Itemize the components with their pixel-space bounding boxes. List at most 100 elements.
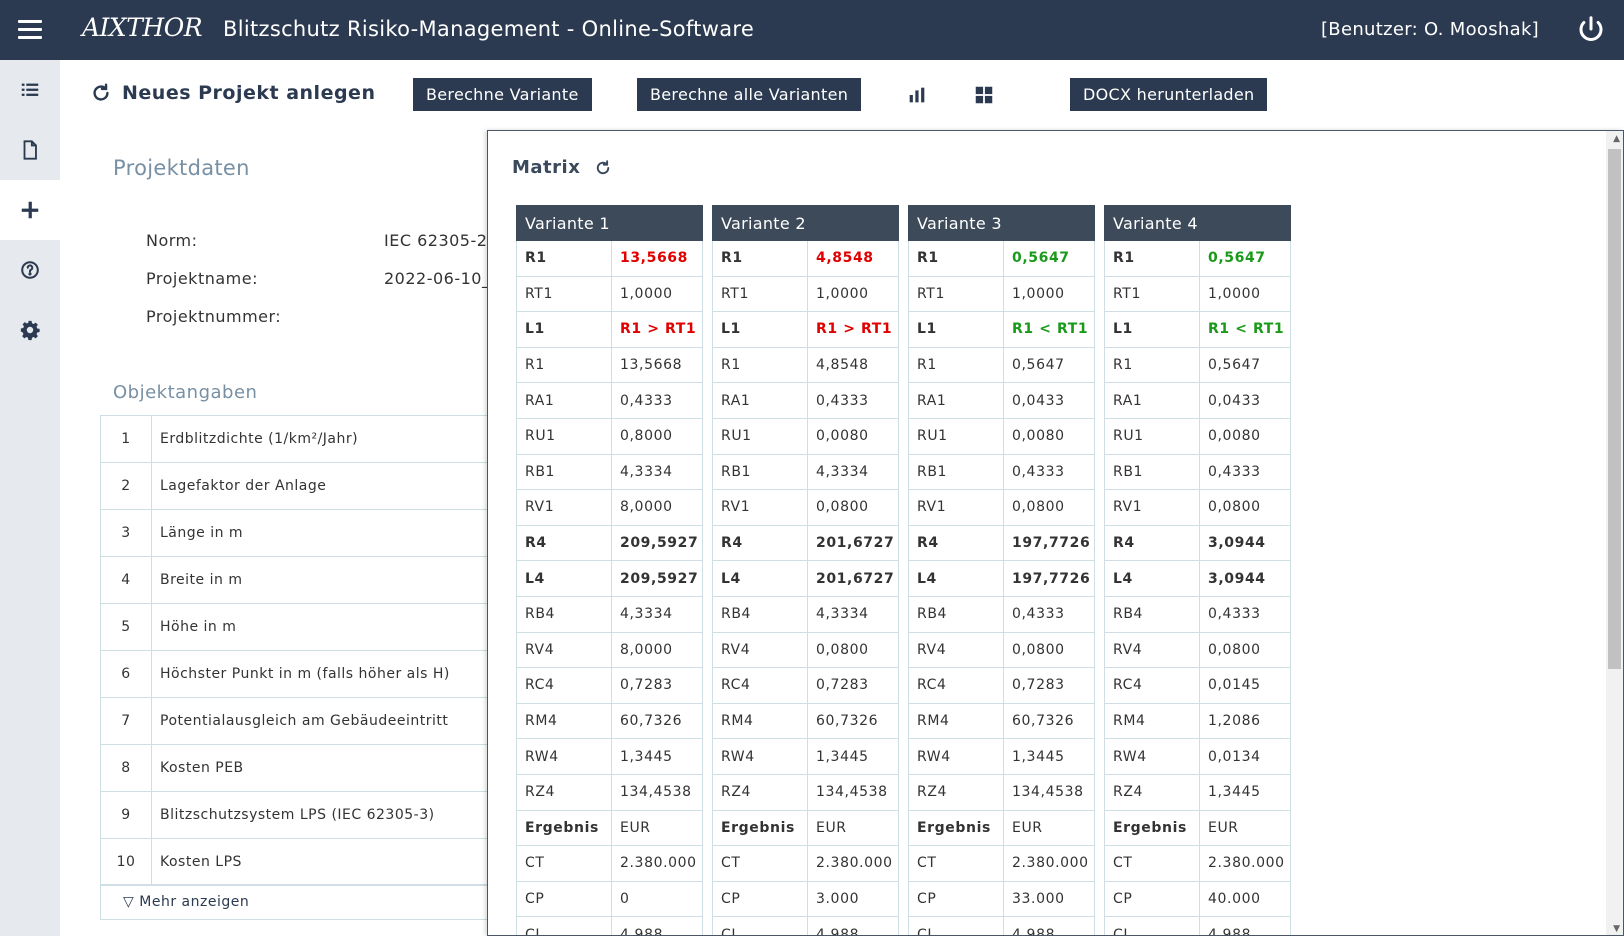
row-value: 201,6727 xyxy=(807,524,899,562)
table-row: RT1 1,0000 xyxy=(1104,275,1291,313)
row-label: Höhe in m xyxy=(151,603,490,651)
table-row[interactable]: 2 Lagefaktor der Anlage xyxy=(100,462,490,510)
row-key: RC4 xyxy=(1104,667,1200,704)
row-value: 197,7726 xyxy=(1003,524,1095,562)
row-value: 0,5647 xyxy=(1199,346,1291,384)
refresh-icon xyxy=(93,83,109,101)
row-value: 0,7283 xyxy=(1003,667,1095,704)
row-value: 0,4333 xyxy=(1199,453,1291,491)
table-row[interactable]: 3 Länge in m xyxy=(100,509,490,557)
show-more-link[interactable]: ▽ Mehr anzeigen xyxy=(100,884,490,920)
row-key: RZ4 xyxy=(1104,773,1200,811)
row-value: EUR xyxy=(807,809,899,847)
grid-icon[interactable] xyxy=(973,84,995,106)
table-row: RV4 0,0800 xyxy=(908,631,1095,669)
row-value: 4,8548 xyxy=(807,240,899,277)
rail-item-new[interactable] xyxy=(0,180,60,240)
project-name-value[interactable]: 2022-06-10_ xyxy=(384,269,491,288)
docx-download-button[interactable]: DOCX herunterladen xyxy=(1070,78,1268,111)
table-row: RA1 0,0433 xyxy=(1104,382,1291,419)
table-row: RZ4 1,3445 xyxy=(1104,773,1291,811)
row-key: Ergebnis xyxy=(516,809,612,847)
table-row: RU1 0,8000 xyxy=(516,417,703,455)
row-key: RV1 xyxy=(1104,489,1200,526)
table-row: RT1 1,0000 xyxy=(712,275,899,313)
table-row[interactable]: 10 Kosten LPS xyxy=(100,838,490,886)
row-value: 4.988 xyxy=(611,916,703,935)
table-row[interactable]: 7 Potentialausgleich am Gebäudeeintritt xyxy=(100,697,490,745)
row-key: RV4 xyxy=(516,631,612,669)
row-value: 0,0134 xyxy=(1199,738,1291,775)
variant-table: Variante 2 R1 4,8548 RT1 1,0000 L1 R1 > RT1 R1 4… xyxy=(712,205,899,935)
table-row: L1 R1 < RT1 xyxy=(1104,311,1291,348)
row-key: RA1 xyxy=(908,382,1004,419)
row-key: RU1 xyxy=(908,417,1004,455)
scroll-up-icon[interactable]: ▲ xyxy=(1613,134,1620,144)
matrix-title: Matrix xyxy=(512,157,612,178)
norm-label: Norm: xyxy=(146,231,198,250)
row-key: L4 xyxy=(1104,560,1200,597)
row-value: 4,3334 xyxy=(611,595,703,633)
refresh-icon[interactable] xyxy=(594,159,612,177)
row-number: 1 xyxy=(100,415,152,463)
table-row: RW4 1,3445 xyxy=(908,738,1095,775)
table-row[interactable]: 1 Erdblitzdichte (1/km²/Jahr) xyxy=(100,415,490,463)
row-value: 1,0000 xyxy=(1199,275,1291,313)
new-project-button[interactable]: Neues Projekt anlegen xyxy=(90,82,375,104)
row-key: RV1 xyxy=(908,489,1004,526)
table-row[interactable]: 9 Blitzschutzsystem LPS (IEC 62305-3) xyxy=(100,791,490,839)
row-key: RM4 xyxy=(1104,702,1200,740)
row-key: RW4 xyxy=(712,738,808,775)
rail-item-settings[interactable] xyxy=(0,300,60,360)
row-key: RB4 xyxy=(908,595,1004,633)
calc-all-button[interactable]: Berechne alle Varianten xyxy=(637,78,862,111)
plus-icon xyxy=(21,201,39,219)
table-row[interactable]: 6 Höchster Punkt in m (falls höher als H) xyxy=(100,650,490,698)
bar-chart-icon[interactable] xyxy=(906,84,928,106)
row-value: 209,5927 xyxy=(611,524,703,562)
calc-variant-button[interactable]: Berechne Variante xyxy=(413,78,592,111)
row-key: R1 xyxy=(908,346,1004,384)
table-row[interactable]: 5 Höhe in m xyxy=(100,603,490,651)
row-value: 8,0000 xyxy=(611,489,703,526)
scroll-thumb[interactable] xyxy=(1608,149,1621,669)
row-key: RB1 xyxy=(908,453,1004,491)
row-key: L4 xyxy=(516,560,612,597)
row-number: 7 xyxy=(100,697,152,745)
row-value: 4.988 xyxy=(1003,916,1095,935)
row-key: CP xyxy=(712,880,808,918)
row-key: RT1 xyxy=(1104,275,1200,313)
table-row: RM4 60,7326 xyxy=(516,702,703,740)
row-value: 0,0080 xyxy=(1199,417,1291,455)
table-row: RW4 1,3445 xyxy=(516,738,703,775)
norm-value[interactable]: IEC 62305-2 xyxy=(384,231,488,250)
rail-item-list[interactable] xyxy=(0,60,60,120)
row-key: R4 xyxy=(712,524,808,562)
table-row: Ergebnis EUR xyxy=(516,809,703,847)
table-row: RM4 60,7326 xyxy=(712,702,899,740)
power-icon[interactable] xyxy=(1576,14,1606,44)
scroll-down-icon[interactable]: ▼ xyxy=(1613,924,1620,934)
table-row: RU1 0,0080 xyxy=(908,417,1095,455)
row-key: RU1 xyxy=(1104,417,1200,455)
row-value: 60,7326 xyxy=(611,702,703,740)
table-row: R1 0,5647 xyxy=(1104,240,1291,277)
table-row[interactable]: 4 Breite in m xyxy=(100,556,490,604)
menu-icon[interactable] xyxy=(18,20,42,40)
row-key: CL xyxy=(908,916,1004,935)
row-label: Blitzschutzsystem LPS (IEC 62305-3) xyxy=(151,791,490,839)
row-key: Ergebnis xyxy=(1104,809,1200,847)
table-row: RC4 0,0145 xyxy=(1104,667,1291,704)
rail-item-help[interactable] xyxy=(0,240,60,300)
scrollbar[interactable]: ▲ ▼ xyxy=(1606,131,1623,935)
rail-item-document[interactable] xyxy=(0,120,60,180)
table-row[interactable]: 8 Kosten PEB xyxy=(100,744,490,792)
help-icon xyxy=(21,261,39,279)
row-key: RA1 xyxy=(1104,382,1200,419)
row-value: EUR xyxy=(1199,809,1291,847)
row-key: RB4 xyxy=(1104,595,1200,633)
row-key: RW4 xyxy=(1104,738,1200,775)
table-row: L4 197,7726 xyxy=(908,560,1095,597)
table-row: R1 0,5647 xyxy=(908,346,1095,384)
row-value: 0 xyxy=(611,880,703,918)
